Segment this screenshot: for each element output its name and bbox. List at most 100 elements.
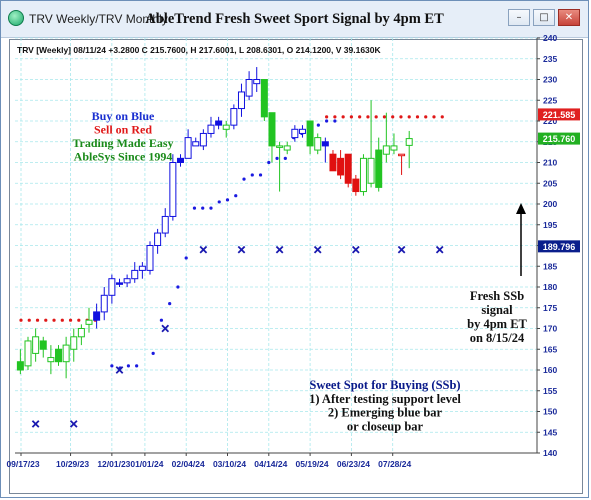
red-dot	[60, 318, 64, 322]
candle	[146, 241, 154, 275]
candle	[268, 112, 276, 163]
y-tick-label: 155	[543, 386, 557, 396]
candle	[108, 274, 116, 304]
y-tick-label: 160	[543, 365, 557, 375]
info-line: TRV [Weekly] 08/11/24 +3.2800 C 215.7600…	[17, 45, 382, 55]
red-dot	[341, 115, 345, 119]
blue-dot	[250, 173, 254, 177]
blue-dot	[176, 285, 180, 289]
y-axis: 1401451501551601651701751801851901952002…	[537, 33, 557, 458]
red-dot	[366, 115, 370, 119]
x-tick-label: 01/01/24	[130, 459, 163, 469]
restore-button[interactable]: □	[533, 9, 555, 26]
blue-dot	[333, 119, 337, 123]
candle	[154, 228, 162, 254]
candle	[138, 262, 146, 279]
candle	[123, 274, 131, 287]
candle	[131, 262, 139, 283]
candle	[169, 154, 177, 221]
candle	[382, 112, 390, 163]
y-tick-label: 170	[543, 324, 557, 334]
candle	[47, 345, 55, 375]
minimize-icon: –	[516, 12, 522, 23]
y-tick-label: 165	[543, 344, 557, 354]
x-marker	[313, 245, 322, 254]
blue-dot	[283, 156, 287, 160]
x-marker	[161, 324, 170, 333]
close-button[interactable]: ✕	[558, 9, 580, 26]
red-dot	[68, 318, 73, 322]
candle	[85, 307, 93, 333]
red-dot	[432, 115, 436, 119]
x-tick-label: 12/01/23	[97, 459, 130, 469]
candle	[100, 287, 108, 321]
candle	[298, 125, 306, 138]
blue-dot	[184, 256, 188, 260]
candle	[367, 100, 375, 188]
red-dot	[35, 318, 40, 322]
blue-dot	[258, 173, 263, 177]
candle	[398, 153, 406, 175]
candle	[260, 79, 268, 121]
x-tick-label: 04/14/24	[254, 459, 287, 469]
candle	[314, 133, 322, 155]
red-dot	[19, 318, 23, 322]
price-label: 221.585	[538, 108, 580, 121]
x-tick-label: 09/17/23	[6, 459, 39, 469]
candle	[359, 154, 367, 196]
candle	[337, 150, 345, 180]
candle	[306, 120, 314, 155]
legend-line: Trading Made Easy	[72, 136, 173, 150]
red-dot	[52, 318, 56, 322]
blue-dot	[275, 156, 279, 160]
candle	[375, 137, 383, 192]
y-tick-label: 145	[543, 427, 557, 437]
signal-annotation-line: signal	[481, 303, 513, 317]
candle	[215, 116, 223, 130]
y-tick-label: 235	[543, 54, 557, 64]
red-dot	[77, 318, 81, 322]
x-marker	[115, 366, 124, 374]
legend-line: Buy on Blue	[92, 109, 155, 123]
candles	[16, 67, 413, 379]
blue-dot	[135, 364, 139, 368]
candle	[77, 324, 85, 346]
x-marker	[397, 245, 406, 254]
red-dot	[358, 115, 362, 119]
svg-text:221.585: 221.585	[543, 110, 576, 120]
svg-text:215.760: 215.760	[543, 134, 576, 144]
x-markers	[31, 245, 444, 428]
sweet-spot-line: 1) After testing support level	[309, 392, 461, 406]
y-tick-label: 180	[543, 282, 557, 292]
red-dot	[424, 115, 428, 119]
blue-dot	[267, 160, 271, 165]
candle	[321, 137, 329, 163]
blue-dot	[217, 200, 221, 204]
candle	[32, 328, 40, 362]
y-tick-label: 210	[543, 158, 557, 168]
signal-annotation-line: on 8/15/24	[470, 331, 525, 345]
red-dot	[325, 115, 329, 119]
red-dot	[349, 115, 353, 119]
candle	[207, 116, 215, 138]
candle	[70, 328, 78, 362]
red-dot	[27, 318, 31, 322]
candle	[405, 130, 413, 169]
candle	[283, 141, 291, 155]
red-dot	[44, 318, 48, 322]
x-marker	[237, 245, 246, 254]
blue-dot	[151, 351, 155, 355]
red-dot	[333, 115, 337, 119]
red-dot	[374, 115, 378, 119]
sweet-spot-line: 2) Emerging blue bar	[328, 406, 443, 420]
y-tick-label: 195	[543, 220, 557, 230]
candle	[222, 121, 230, 138]
candle	[161, 208, 169, 238]
x-marker	[352, 245, 360, 254]
minimize-button[interactable]: –	[508, 9, 530, 26]
x-tick-label: 03/10/24	[213, 459, 246, 469]
restore-icon: □	[539, 12, 549, 23]
